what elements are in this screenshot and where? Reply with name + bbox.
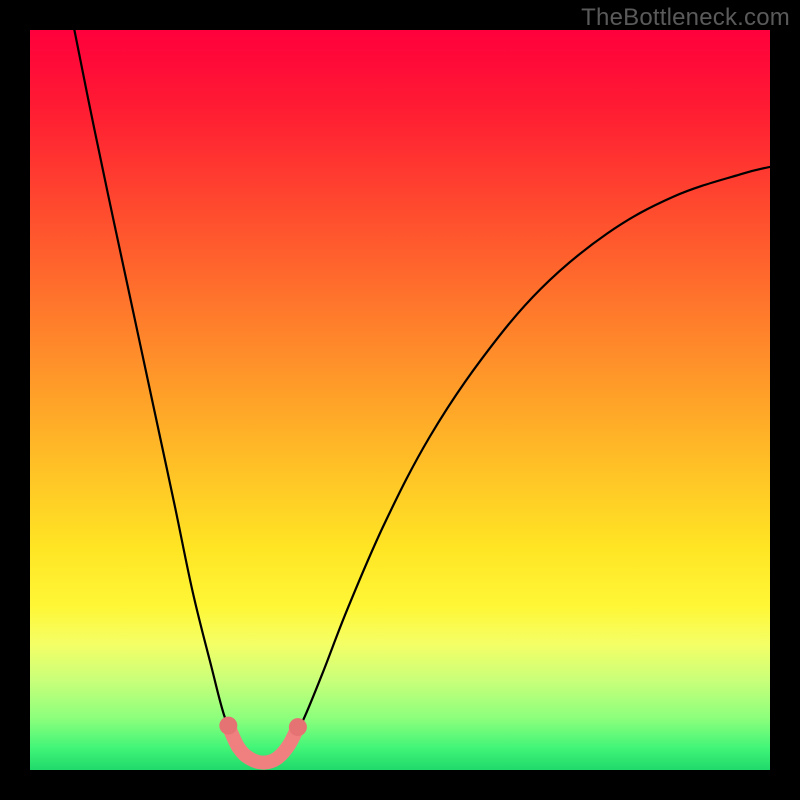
arc-end-dot	[289, 718, 307, 736]
chart-root: TheBottleneck.com	[0, 0, 800, 800]
arc-end-dot	[219, 717, 237, 735]
chart-svg	[0, 0, 800, 800]
plot-gradient	[30, 30, 770, 770]
